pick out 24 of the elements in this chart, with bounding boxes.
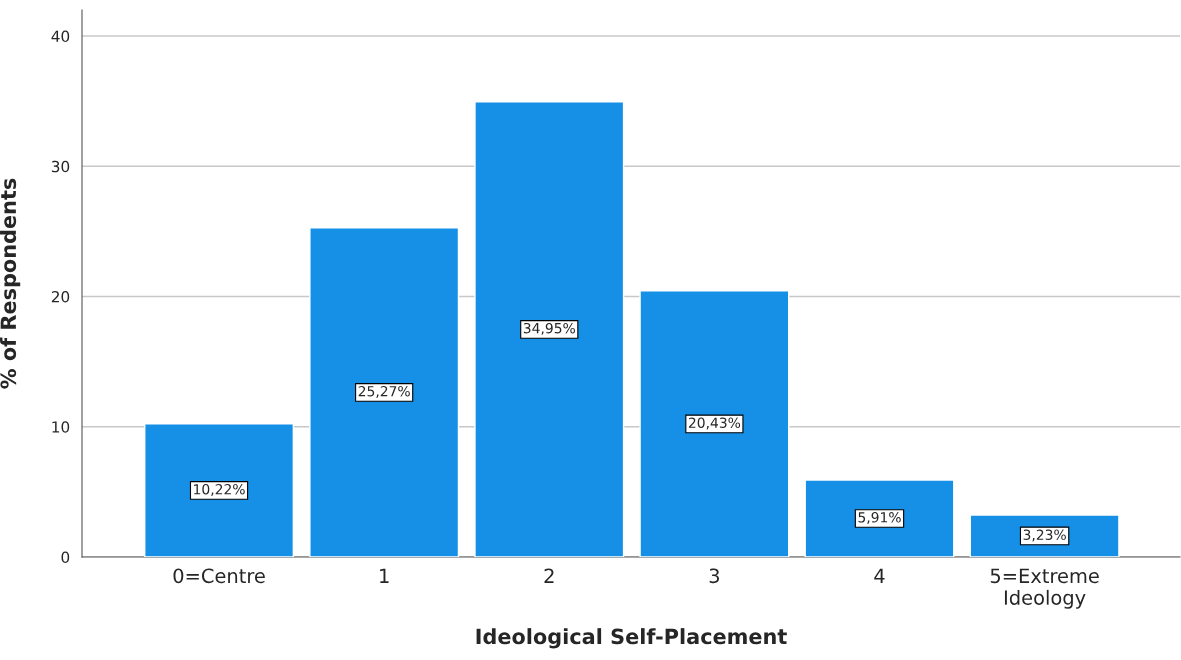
y-axis-title: % of Respondents [0, 178, 21, 389]
y-tick-label: 40 [51, 30, 70, 43]
bar [474, 101, 625, 557]
data-label: 10,22% [194, 483, 245, 496]
bar [639, 290, 790, 557]
data-label: 5,91% [858, 512, 901, 524]
bar [309, 227, 460, 557]
data-label: 25,27% [358, 385, 410, 398]
x-tick-label: 1 [380, 568, 389, 583]
y-tick-label: 10 [52, 421, 70, 433]
x-axis-title: Ideological Self-Placement [476, 628, 787, 649]
data-label: 20,43% [688, 417, 741, 430]
y-tick-label: 0 [61, 551, 70, 564]
bar [804, 479, 955, 557]
data-label: 3,23% [1023, 529, 1066, 542]
data-label: 34,95% [523, 322, 575, 335]
x-tick-label: 0=Centre [173, 568, 265, 584]
y-tick-label: 20 [51, 290, 70, 303]
bar [144, 423, 295, 557]
x-tick-label: 5=Extreme Ideology [990, 568, 1099, 609]
x-tick-label: 4 [874, 568, 885, 583]
y-tick-label: 30 [51, 160, 70, 173]
x-tick-label: 3 [709, 568, 720, 584]
x-tick-label: 2 [544, 568, 554, 583]
